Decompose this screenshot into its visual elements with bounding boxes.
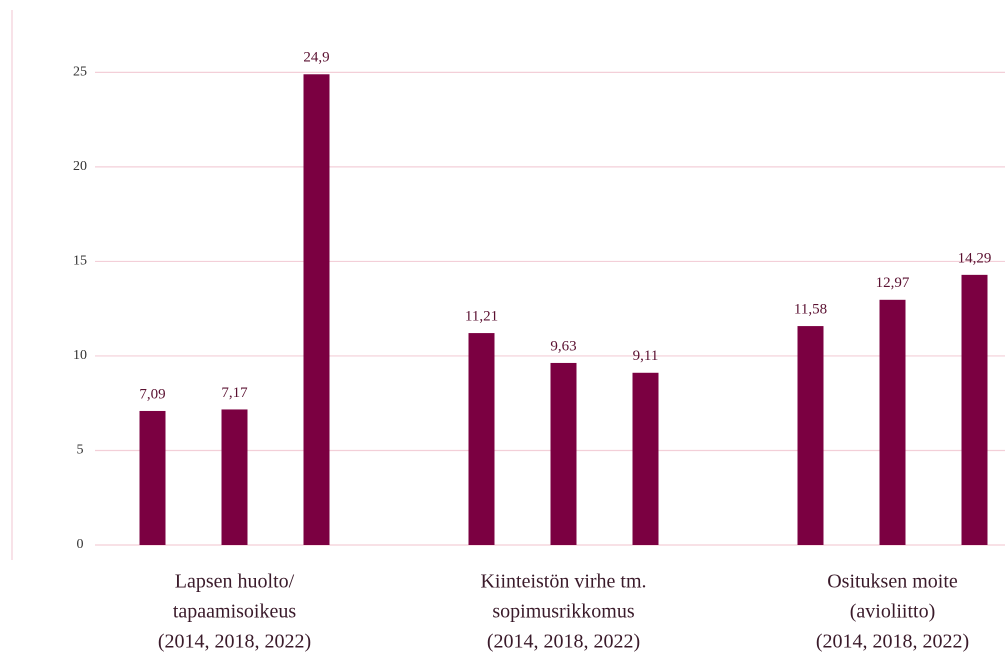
x-tick-label: (avioliitto) [850, 601, 936, 623]
value-label: 24,9 [303, 50, 329, 66]
value-label: 7,17 [221, 385, 248, 401]
bar [221, 409, 248, 545]
y-tick-label: 20 [73, 159, 87, 174]
x-tick-label: (2014, 2018, 2022) [487, 631, 640, 653]
bar [961, 274, 988, 545]
value-label: 9,11 [633, 348, 659, 364]
y-tick-label: 15 [73, 254, 87, 269]
x-tick-label: Osituksen moite [827, 571, 958, 593]
bar [303, 74, 330, 545]
x-tick-label: (2014, 2018, 2022) [158, 631, 311, 653]
value-label: 14,29 [958, 250, 992, 266]
value-label: 7,09 [139, 386, 165, 402]
value-label: 11,21 [465, 309, 498, 325]
y-tick-label: 5 [77, 443, 84, 458]
value-label: 11,58 [794, 302, 827, 318]
x-tick-label: Kiinteistön virhe tm. [480, 571, 646, 593]
value-label: 12,97 [876, 275, 910, 291]
x-tick-label: tapaamisoikeus [173, 601, 297, 623]
value-label: 9,63 [550, 338, 576, 354]
bar [550, 362, 577, 545]
y-tick-label: 0 [77, 537, 84, 552]
x-tick-label: sopimusrikkomus [492, 601, 634, 623]
y-tick-label: 10 [73, 348, 87, 363]
bar [468, 333, 495, 545]
bar [139, 410, 166, 545]
bar [879, 299, 906, 545]
x-tick-label: (2014, 2018, 2022) [816, 631, 969, 653]
bar [632, 372, 659, 545]
bar [797, 326, 824, 545]
x-tick-label: Lapsen huolto/ [175, 571, 295, 593]
y-tick-label: 25 [73, 65, 87, 80]
